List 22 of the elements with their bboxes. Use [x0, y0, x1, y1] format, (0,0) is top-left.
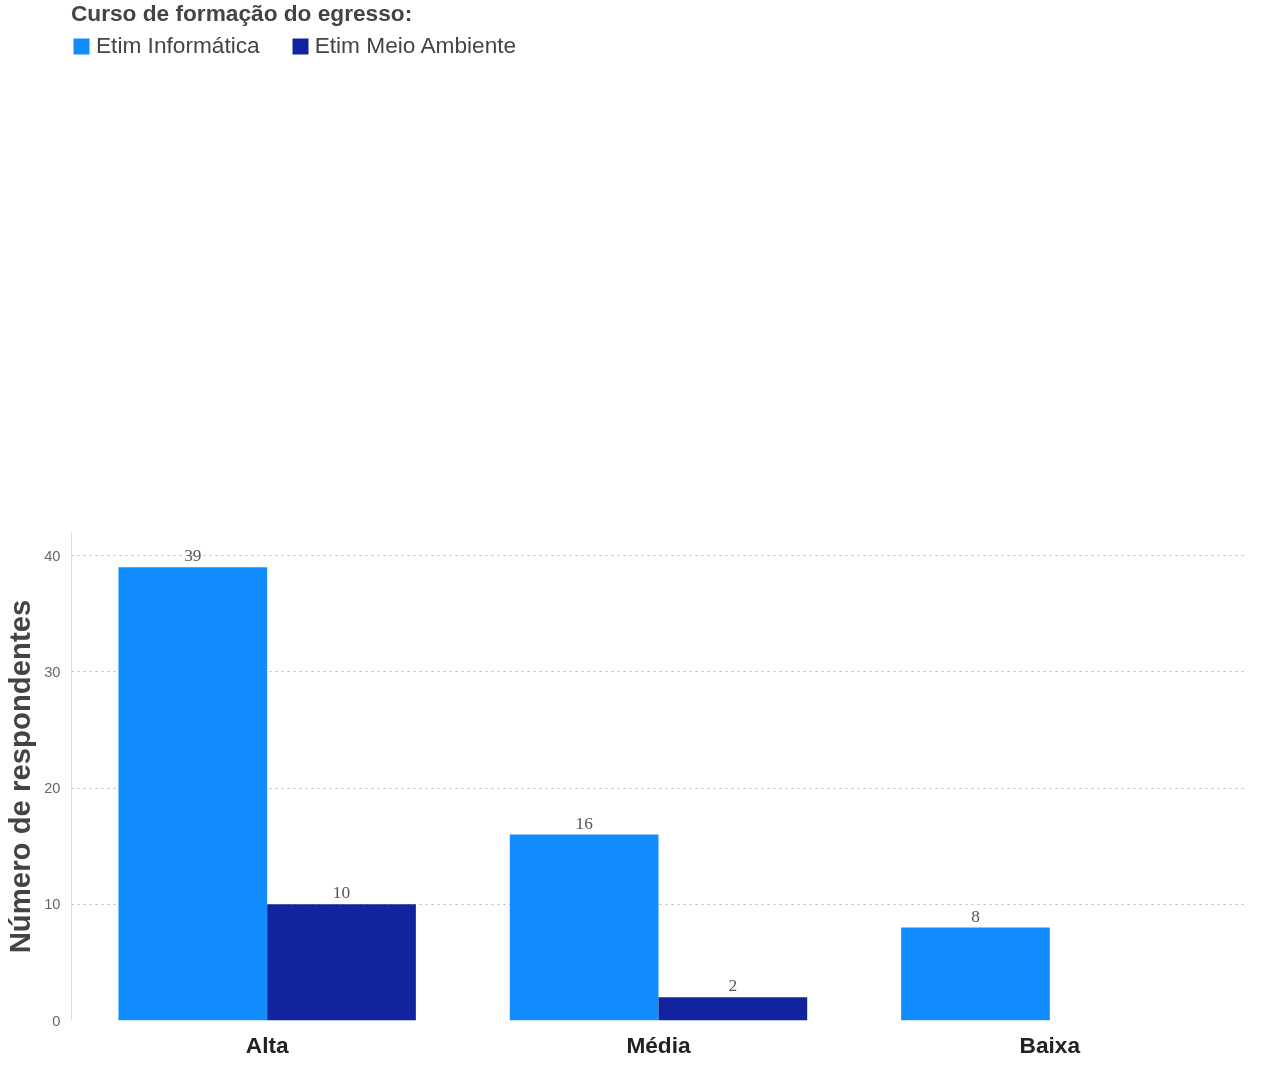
legend-title: Curso de formação do egresso:: [71, 0, 414, 27]
y-tick-label: 30: [44, 663, 61, 680]
y-tick-label: 40: [44, 547, 61, 564]
data-label: 2: [728, 976, 738, 996]
bar: [901, 927, 1050, 1021]
bar: [118, 567, 268, 1021]
y-tick-label: 20: [44, 780, 61, 797]
data-label: 10: [332, 883, 351, 903]
bar: [267, 904, 416, 1021]
data-label: 39: [184, 546, 202, 566]
bar: [509, 834, 659, 1021]
bar: [658, 997, 808, 1021]
data-label: 16: [575, 813, 594, 833]
data-label: 8: [971, 906, 980, 926]
legend-label: Etim Meio Ambiente: [314, 32, 517, 59]
x-tick-label: Média: [626, 1031, 691, 1058]
legend-label: Etim Informática: [96, 32, 260, 59]
y-tick-label: 0: [52, 1012, 61, 1029]
y-tick-label: 10: [44, 896, 61, 913]
x-tick-label: Alta: [245, 1031, 289, 1058]
y-axis-title: Número de respondentes: [3, 599, 37, 954]
x-tick-label: Baixa: [1019, 1031, 1081, 1058]
